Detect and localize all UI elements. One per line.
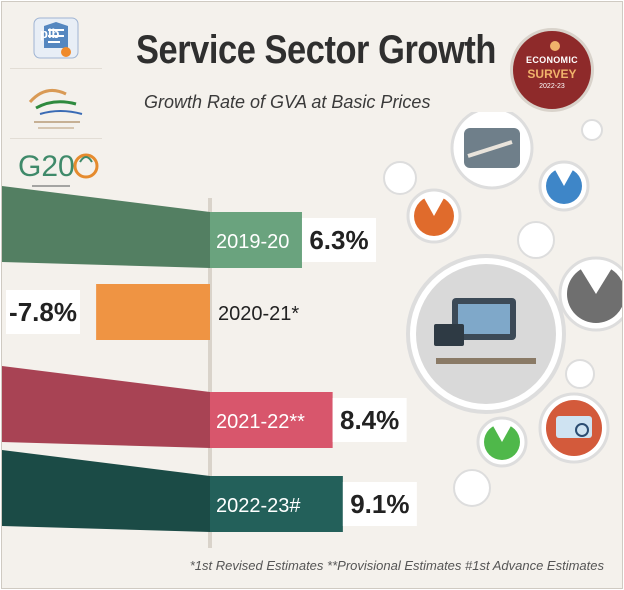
value-label-box-2	[332, 398, 407, 442]
bar-1	[96, 284, 210, 340]
chart-title: Service Sector Growth	[136, 28, 496, 72]
badge-line-1: ECONOMIC	[526, 55, 578, 65]
pib-logo-icon: pib	[10, 12, 102, 69]
value-label-box-0	[301, 218, 376, 262]
category-label-0: 2019-20	[216, 231, 289, 253]
bar-ribbon-2	[2, 366, 210, 448]
value-label-2: 8.4%	[340, 405, 399, 435]
economic-survey-badge-icon: ECONOMIC SURVEY 2022-23	[510, 28, 594, 112]
category-label-1: 2020-21*	[218, 303, 299, 325]
value-label-1: -7.8%	[9, 297, 77, 327]
value-label-0: 6.3%	[309, 225, 368, 255]
chart-subtitle: Growth Rate of GVA at Basic Prices	[144, 92, 431, 112]
azadi-ka-amrit-mahotsav-logo-icon	[10, 72, 102, 139]
zero-axis-line	[208, 198, 212, 548]
value-label-box-1	[6, 290, 80, 334]
value-label-3: 9.1%	[350, 489, 409, 519]
bar-0	[210, 212, 302, 268]
bar-ribbon-0	[2, 186, 210, 268]
category-label-3: 2022-23#	[216, 495, 301, 517]
bar-3	[210, 476, 343, 532]
service-illustration-icon	[383, 112, 622, 507]
badge-sun-icon	[550, 41, 560, 51]
g20-logo-text: G20	[18, 150, 75, 183]
category-label-2: 2021-22**	[216, 411, 305, 433]
value-label-box-3	[342, 482, 417, 526]
badge-line-2: SURVEY	[527, 67, 577, 81]
footnote: *1st Revised Estimates **Provisional Est…	[189, 558, 604, 573]
badge-line-3: 2022-23	[539, 83, 565, 90]
bar-ribbon-3	[2, 450, 210, 532]
pib-logo-text: pib	[40, 26, 60, 41]
bar-2	[210, 392, 333, 448]
g20-logo-icon: G20	[10, 142, 102, 194]
